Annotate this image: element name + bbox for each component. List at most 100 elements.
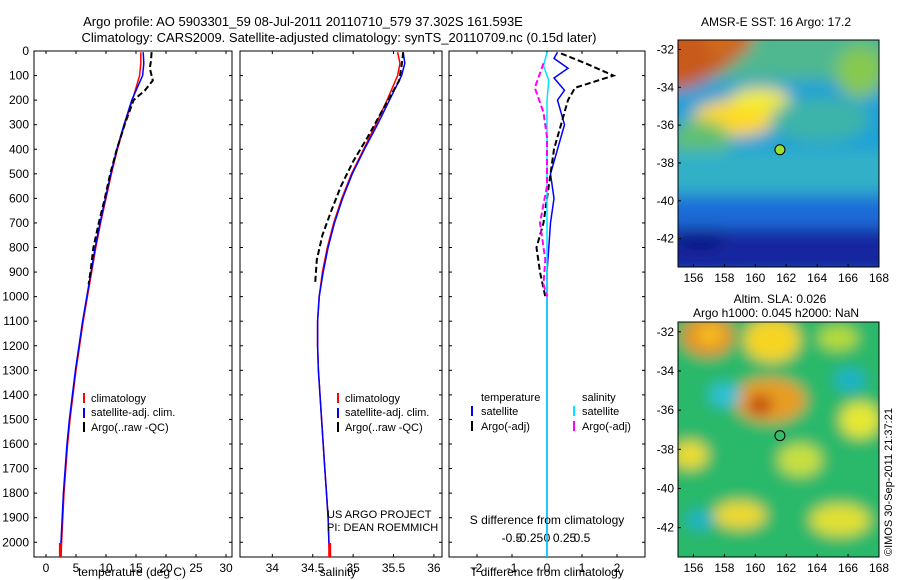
sla-field [678, 322, 879, 557]
lon-tick-label: 164 [807, 271, 827, 285]
sst-map: AMSR-E SST: 16 Argo: 17.2 156 158 160 162 16… [657, 15, 890, 285]
salinity-series [314, 52, 406, 558]
depth-tick-label: 1300 [2, 363, 29, 377]
sla-float-marker [774, 430, 786, 442]
legend-s-argo-label: Argo(-adj) [582, 421, 631, 433]
salinity-xlabel: salinity [320, 565, 357, 579]
x-tick-label: 5 [73, 561, 80, 575]
depth-tick-label: 1700 [2, 462, 29, 476]
lat-tick-label: -36 [657, 403, 675, 417]
depth-tick-label: 500 [9, 167, 29, 181]
lat-tick-label: -40 [657, 481, 675, 495]
sst-map-title: AMSR-E SST: 16 Argo: 17.2 [701, 15, 851, 29]
temperature-xlabel: temperature (deg C) [78, 565, 186, 579]
salinity-diff-tick-label: 0.25 [553, 531, 577, 545]
x-tick-label: 2 [614, 561, 621, 575]
x-tick-label: 1 [579, 561, 586, 575]
depth-tick-label: 1000 [2, 290, 29, 304]
salinity-diff-tick-label: -0.5 [502, 531, 523, 545]
x-tick-label: 35 [346, 561, 360, 575]
salinity-axes: 34 34.5 35 35.5 36 [240, 50, 442, 575]
depth-tick-label: 1400 [2, 388, 29, 402]
difference-xlabel-salinity: S difference from climatology [470, 513, 625, 527]
legend-t-argo-label: Argo(-adj) [481, 421, 530, 433]
depth-tick-label: 900 [9, 265, 29, 279]
series-line [533, 62, 548, 297]
depth-tick-label: 1600 [2, 437, 29, 451]
depth-tick-label: 2000 [2, 535, 29, 549]
salinity-chart: 34 34.5 35 35.5 36 climatology satellite-adj… [239, 50, 443, 579]
lon-tick-label: 158 [714, 271, 734, 285]
lat-tick-label: -38 [657, 156, 675, 170]
depth-tick-label: 100 [9, 69, 29, 83]
x-tick-label: 34.5 [301, 561, 325, 575]
legend-argo-label: Argo(..raw -QC) [91, 422, 169, 434]
depth-tick-label: 300 [9, 118, 29, 132]
salinity-diff-tick-label: -0.25 [516, 531, 544, 545]
lon-tick-label: 160 [745, 271, 765, 285]
depth-tick-label: 700 [9, 216, 29, 230]
depth-tick-label: 400 [9, 142, 29, 156]
temperature-plot-area [33, 50, 233, 558]
x-tick-label: -2 [472, 561, 483, 575]
sla-map-frame [677, 321, 880, 558]
lon-tick-label: 162 [776, 271, 796, 285]
lat-tick-label: -42 [657, 232, 675, 246]
lat-tick-label: -38 [657, 442, 675, 456]
x-tick-label: 30 [219, 561, 233, 575]
lon-tick-label: 162 [776, 561, 796, 575]
lat-tick-label: -34 [657, 80, 675, 94]
salinity-plot-area [239, 50, 443, 558]
x-tick-label: 20 [159, 561, 173, 575]
depth-tick-label: 200 [9, 93, 29, 107]
series-line [87, 52, 154, 285]
depth-tick-label: 1900 [2, 511, 29, 525]
sla-map: Altim. SLA: 0.026 Argo h1000: 0.045 h200… [657, 292, 890, 575]
depth-tick-label: 1500 [2, 412, 29, 426]
x-tick-label: 0 [43, 561, 50, 575]
project-label: US ARGO PROJECT [327, 509, 432, 521]
lat-tick-label: -40 [657, 194, 675, 208]
sla-map-subtitle: Argo h1000: 0.045 h2000: NaN [693, 306, 859, 320]
lon-tick-label: 156 [683, 271, 703, 285]
salinity-legend: climatology satellite-adj. clim. Argo(..… [337, 393, 429, 434]
legend-temperature-title: temperature [481, 392, 540, 404]
legend-satellite-label: satellite-adj. clim. [91, 407, 175, 419]
sst-map-axes: 156 158 160 162 164 166 168 -32 -34 -36 -38 -40 -42 [657, 42, 890, 285]
lon-tick-label: 168 [869, 561, 889, 575]
temperature-axes: 0100200300400500600700800900100011001200… [2, 44, 233, 575]
series-line [314, 52, 405, 285]
temperature-chart: 0100200300400500600700800900100011001200… [2, 44, 233, 579]
lon-tick-label: 158 [714, 561, 734, 575]
difference-xlabel-temperature: T difference from climatology [470, 565, 624, 579]
difference-series [533, 51, 617, 557]
x-tick-label: 0 [544, 561, 551, 575]
series-line [535, 52, 617, 297]
lat-tick-label: -32 [657, 42, 675, 56]
sst-field [678, 40, 879, 267]
x-tick-label: -1 [507, 561, 518, 575]
bottom-marker [58, 543, 62, 557]
imos-timestamp: ©IMOS 30-Sep-2011 21:37:21 [883, 408, 895, 556]
pi-label: PI: DEAN ROEMMICH [327, 522, 438, 534]
legend-climatology-label: climatology [345, 393, 401, 405]
temperature-legend: climatology satellite-adj. clim. Argo(..… [83, 393, 175, 434]
lat-tick-label: -42 [657, 521, 675, 535]
x-tick-label: 35.5 [382, 561, 406, 575]
legend-t-satellite-label: satellite [481, 406, 518, 418]
legend-climatology-label: climatology [91, 393, 147, 405]
x-tick-label: 36 [427, 561, 441, 575]
x-tick-label: 25 [189, 561, 203, 575]
lon-tick-label: 168 [869, 271, 889, 285]
x-tick-label: 10 [99, 561, 113, 575]
series-line [316, 52, 406, 558]
lon-tick-label: 164 [807, 561, 827, 575]
depth-tick-label: 1800 [2, 486, 29, 500]
legend-satellite-label: satellite-adj. clim. [345, 407, 429, 419]
temperature-series [58, 52, 154, 558]
x-tick-label: 34 [266, 561, 280, 575]
sst-float-marker [774, 144, 786, 156]
depth-tick-label: 1100 [3, 314, 29, 328]
difference-chart: -2 -1 0 1 2-0.5-0.25 0 0.250.5 temperature sal… [448, 50, 646, 579]
